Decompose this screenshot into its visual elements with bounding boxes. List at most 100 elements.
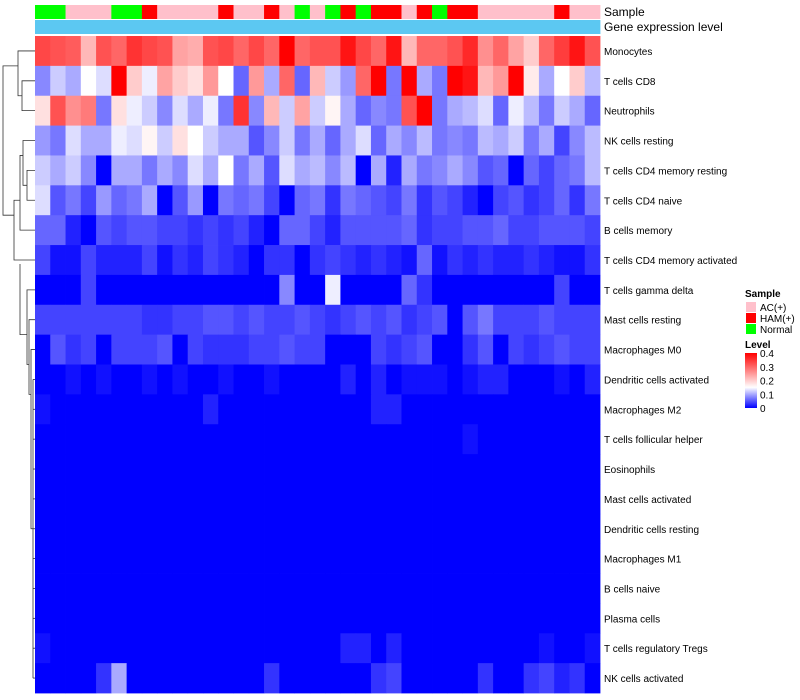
heatmap-cell: [401, 245, 418, 276]
heatmap-cell: [202, 65, 219, 97]
heatmap-cell: [416, 394, 433, 425]
heatmap-cell: [309, 364, 326, 395]
heatmap-cell: [172, 424, 189, 455]
heatmap-cell: [554, 245, 570, 276]
heatmap-cell: [477, 513, 494, 545]
level-legend: Level 0.4 0.3 0.2 0.1 0: [745, 340, 774, 415]
heatmap-cell: [447, 663, 463, 694]
heatmap-cell: [447, 125, 463, 156]
sample-annotation-cell: [401, 5, 418, 19]
heatmap-cell: [401, 95, 418, 126]
heatmap-cell: [416, 125, 433, 156]
expression-annotation-cell: [584, 20, 601, 34]
heatmap-cell: [416, 483, 433, 515]
heatmap-cell: [508, 215, 525, 246]
heatmap-cell: [96, 155, 112, 186]
heatmap-cell: [279, 304, 295, 336]
level-legend-tick: 0: [760, 404, 766, 415]
heatmap-cell: [370, 573, 387, 604]
heatmap-cell: [65, 364, 82, 395]
heatmap-cell: [584, 334, 601, 365]
heatmap-cell: [584, 185, 601, 216]
heatmap-cell: [416, 334, 433, 365]
heatmap-cell: [569, 424, 586, 455]
heatmap-cell: [523, 215, 540, 246]
heatmap-cell: [584, 125, 601, 156]
heatmap-cell: [493, 185, 509, 216]
heatmap-cell: [477, 603, 494, 634]
heatmap-cell: [264, 483, 280, 515]
heatmap-cell: [508, 394, 525, 425]
heatmap-cell: [493, 454, 509, 485]
heatmap-cell: [172, 155, 189, 186]
heatmap-cell: [96, 424, 112, 455]
heatmap-cell: [477, 185, 494, 216]
expression-annotation-cell: [35, 20, 51, 34]
heatmap-cell: [508, 95, 525, 126]
heatmap-cell: [126, 65, 143, 97]
heatmap-cell: [355, 215, 372, 246]
heatmap-cell: [538, 364, 555, 395]
heatmap-cell: [401, 215, 418, 246]
heatmap-cell: [141, 334, 158, 365]
expression-annotation-cell: [233, 20, 250, 34]
heatmap-cell: [218, 603, 234, 634]
dendrogram-branch: [17, 50, 35, 97]
heatmap-cell: [218, 304, 234, 336]
heatmap-cell: [172, 633, 189, 664]
heatmap-cell: [401, 483, 418, 515]
heatmap-cell: [157, 424, 173, 455]
heatmap-cell: [569, 663, 586, 694]
heatmap-cell: [294, 36, 311, 67]
heatmap-cell: [355, 603, 372, 634]
heatmap-cell: [401, 513, 418, 545]
heatmap-cell: [325, 513, 341, 545]
heatmap-cell: [157, 274, 173, 306]
heatmap-cell: [523, 573, 540, 604]
heatmap-cell: [264, 573, 280, 604]
sample-annotation-cell: [325, 5, 341, 19]
heatmap-cell: [126, 155, 143, 186]
heatmap-cell: [340, 513, 357, 545]
heatmap-cell: [309, 603, 326, 634]
heatmap-cell: [294, 663, 311, 694]
heatmap-cell: [96, 633, 112, 664]
row-label: T cells CD4 memory activated: [604, 256, 737, 267]
heatmap-cell: [264, 633, 280, 664]
heatmap-cell: [309, 454, 326, 485]
heatmap-cell: [126, 513, 143, 545]
heatmap-cell: [325, 334, 341, 365]
heatmap-cell: [264, 543, 280, 574]
heatmap-cell: [325, 663, 341, 694]
heatmap-cell: [477, 304, 494, 336]
heatmap-cell: [584, 95, 601, 126]
sample-annotation-cell: [355, 5, 372, 19]
heatmap-cell: [96, 573, 112, 604]
heatmap-cell: [187, 65, 204, 97]
heatmap-cell: [264, 155, 280, 186]
expression-annotation-cell: [279, 20, 295, 34]
heatmap-cell: [523, 424, 540, 455]
heatmap-cell: [218, 36, 234, 67]
sample-annotation-cell: [141, 5, 158, 19]
heatmap-cell: [569, 95, 586, 126]
heatmap-cell: [50, 603, 66, 634]
heatmap-cell: [538, 394, 555, 425]
heatmap-cell: [126, 603, 143, 634]
heatmap-cell: [279, 245, 295, 276]
heatmap-cell: [80, 573, 97, 604]
heatmap-cell: [447, 454, 463, 485]
sample-legend-label: HAM(+): [760, 314, 795, 325]
heatmap-cell: [50, 483, 66, 515]
heatmap-cell: [355, 454, 372, 485]
sample-annotation-cell: [35, 5, 51, 19]
heatmap-cell: [355, 245, 372, 276]
heatmap-cell: [386, 424, 402, 455]
heatmap-cell: [248, 245, 265, 276]
heatmap-cell: [538, 483, 555, 515]
dendrogram-branch: [28, 319, 35, 395]
heatmap-cell: [65, 304, 82, 336]
heatmap-cell: [233, 573, 250, 604]
heatmap-cell: [462, 36, 479, 67]
heatmap-cell: [35, 454, 51, 485]
